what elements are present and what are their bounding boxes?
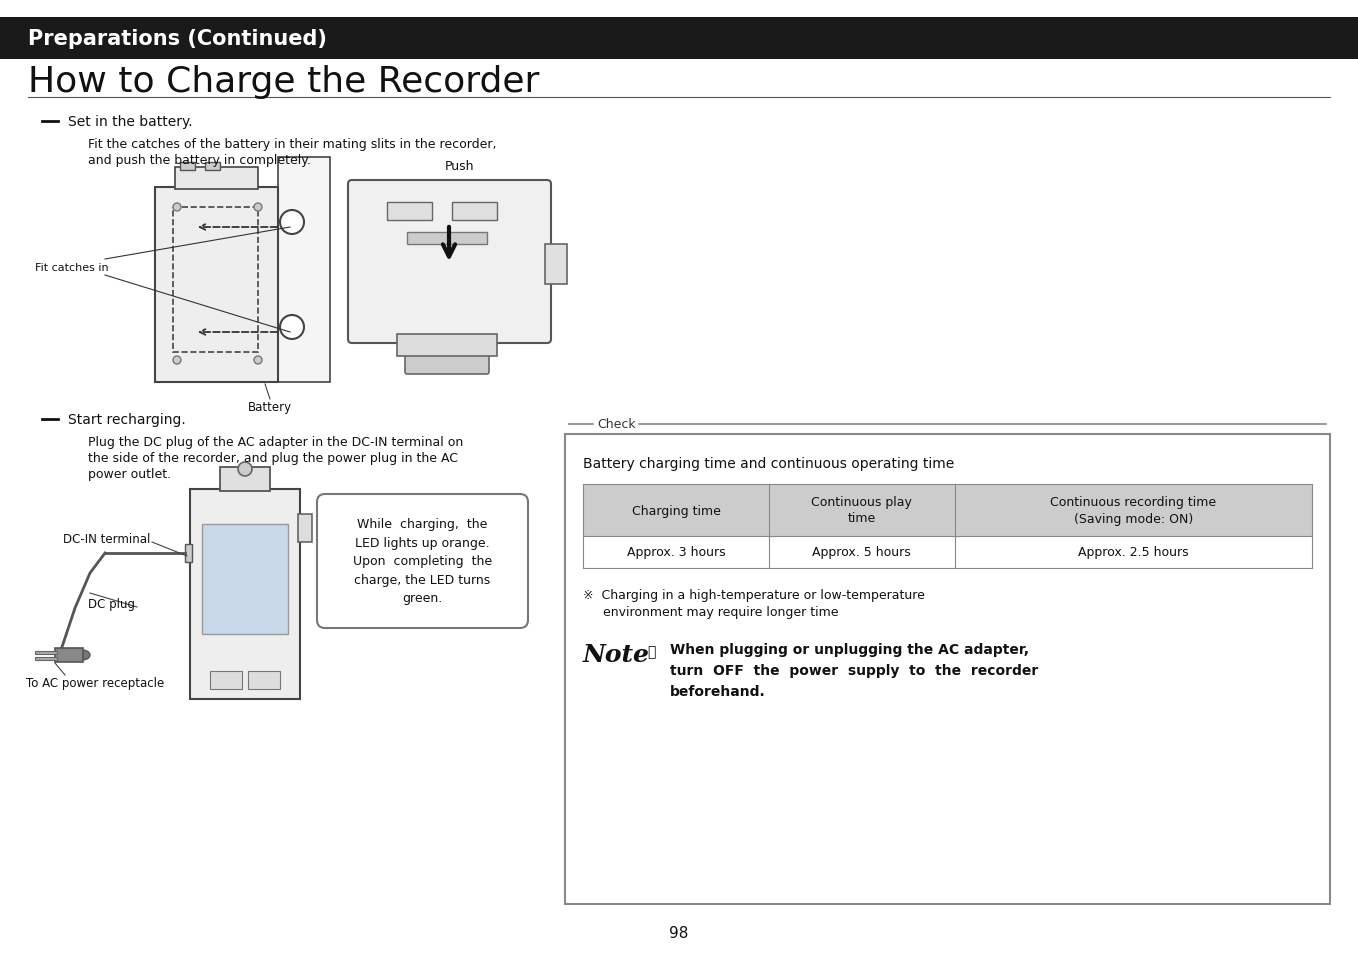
Bar bbox=[387, 203, 432, 221]
Text: ※  Charging in a high-temperature or low-temperature: ※ Charging in a high-temperature or low-… bbox=[583, 588, 925, 601]
Text: environment may require longer time: environment may require longer time bbox=[603, 605, 838, 618]
Bar bbox=[0, 18, 1358, 60]
Circle shape bbox=[280, 315, 304, 339]
Bar bbox=[155, 188, 278, 382]
FancyBboxPatch shape bbox=[316, 495, 528, 628]
Text: Charging time: Charging time bbox=[631, 504, 720, 517]
Bar bbox=[190, 490, 300, 700]
Bar bbox=[35, 651, 57, 655]
Circle shape bbox=[172, 204, 181, 212]
Bar bbox=[220, 468, 270, 492]
Text: Push: Push bbox=[444, 160, 474, 172]
Text: How to Charge the Recorder: How to Charge the Recorder bbox=[29, 65, 539, 99]
Bar bbox=[205, 163, 220, 171]
Text: Fit catches in: Fit catches in bbox=[35, 263, 109, 273]
Circle shape bbox=[280, 211, 304, 234]
Bar bbox=[172, 208, 258, 353]
Text: Preparations (Continued): Preparations (Continued) bbox=[29, 29, 327, 49]
Circle shape bbox=[172, 356, 181, 365]
Text: Continuous play
time: Continuous play time bbox=[811, 496, 913, 525]
FancyBboxPatch shape bbox=[348, 181, 551, 344]
Text: To AC power receptacle: To AC power receptacle bbox=[26, 677, 164, 690]
Text: 👇: 👇 bbox=[646, 644, 656, 659]
Text: Note: Note bbox=[583, 642, 650, 666]
Text: DC plug: DC plug bbox=[88, 598, 134, 611]
Text: Battery: Battery bbox=[249, 400, 292, 414]
Text: Start recharging.: Start recharging. bbox=[68, 413, 186, 427]
Bar bbox=[35, 658, 57, 660]
Text: and push the battery in completely.: and push the battery in completely. bbox=[88, 153, 311, 167]
Bar bbox=[452, 203, 497, 221]
Text: the side of the recorder, and plug the power plug in the AC: the side of the recorder, and plug the p… bbox=[88, 452, 458, 464]
Text: power outlet.: power outlet. bbox=[88, 468, 171, 480]
Text: Approx. 5 hours: Approx. 5 hours bbox=[812, 546, 911, 558]
Text: Set in the battery.: Set in the battery. bbox=[68, 115, 193, 129]
FancyBboxPatch shape bbox=[405, 355, 489, 375]
Bar bbox=[175, 168, 258, 190]
Bar bbox=[297, 515, 312, 542]
Bar bbox=[56, 648, 83, 662]
Circle shape bbox=[254, 204, 262, 212]
Bar bbox=[185, 544, 191, 562]
Bar bbox=[565, 435, 1329, 904]
Bar bbox=[583, 484, 1312, 537]
Bar bbox=[181, 163, 196, 171]
Text: Plug the DC plug of the AC adapter in the DC-IN terminal on: Plug the DC plug of the AC adapter in th… bbox=[88, 436, 463, 449]
Bar bbox=[583, 537, 1312, 568]
Text: Continuous recording time
(Saving mode: ON): Continuous recording time (Saving mode: … bbox=[1050, 496, 1217, 525]
Text: Approx. 3 hours: Approx. 3 hours bbox=[626, 546, 725, 558]
Circle shape bbox=[238, 462, 253, 476]
Text: Approx. 2.5 hours: Approx. 2.5 hours bbox=[1078, 546, 1188, 558]
Bar bbox=[202, 524, 288, 635]
Bar bbox=[407, 233, 488, 245]
Bar bbox=[210, 671, 242, 689]
Ellipse shape bbox=[73, 650, 90, 660]
Bar bbox=[397, 335, 497, 356]
Text: 98: 98 bbox=[669, 925, 689, 941]
Text: Check: Check bbox=[598, 418, 636, 431]
Bar bbox=[249, 671, 280, 689]
Text: When plugging or unplugging the AC adapter,
turn  OFF  the  power  supply  to  t: When plugging or unplugging the AC adapt… bbox=[669, 642, 1039, 699]
Bar bbox=[545, 245, 568, 285]
Bar bbox=[278, 158, 330, 382]
Text: Fit the catches of the battery in their mating slits in the recorder,: Fit the catches of the battery in their … bbox=[88, 138, 497, 151]
Text: DC-IN terminal: DC-IN terminal bbox=[62, 533, 149, 546]
Text: While  charging,  the
LED lights up orange.
Upon  completing  the
charge, the LE: While charging, the LED lights up orange… bbox=[353, 518, 492, 605]
Circle shape bbox=[254, 356, 262, 365]
Text: Battery charging time and continuous operating time: Battery charging time and continuous ope… bbox=[583, 456, 955, 471]
